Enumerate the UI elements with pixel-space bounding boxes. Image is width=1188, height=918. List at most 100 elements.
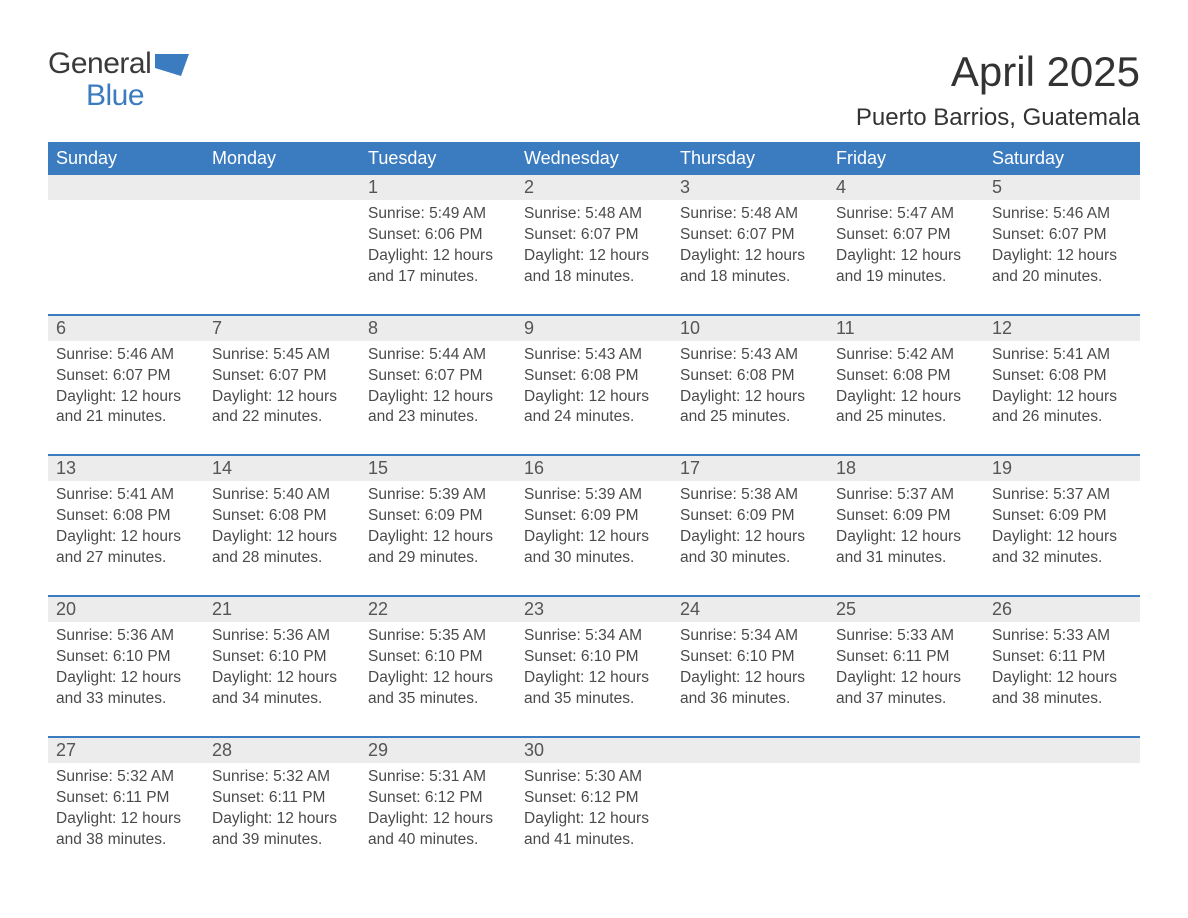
sunrise-line: Sunrise: 5:30 AM bbox=[524, 767, 664, 788]
sunset-line: Sunset: 6:08 PM bbox=[212, 506, 352, 527]
sunrise-line-label: Sunrise: bbox=[56, 486, 117, 503]
daylight-line-label: Daylight: bbox=[368, 528, 433, 545]
day-number-cell: 3 bbox=[672, 175, 828, 200]
sunset-line: Sunset: 6:10 PM bbox=[680, 647, 820, 668]
sunset-line-label: Sunset: bbox=[680, 367, 737, 384]
sunset-line-label: Sunset: bbox=[56, 789, 113, 806]
sunrise-line-label: Sunrise: bbox=[836, 346, 897, 363]
sunset-line-value: 6:08 PM bbox=[737, 367, 795, 384]
day-number-cell: 2 bbox=[516, 175, 672, 200]
daylight-line: Daylight: 12 hours and 35 minutes. bbox=[368, 668, 508, 710]
sunset-line-value: 6:07 PM bbox=[737, 226, 795, 243]
daylight-line-label: Daylight: bbox=[524, 528, 589, 545]
sunrise-line-value: 5:41 AM bbox=[1053, 346, 1110, 363]
sunset-line-label: Sunset: bbox=[524, 648, 581, 665]
sunrise-line: Sunrise: 5:35 AM bbox=[368, 626, 508, 647]
day-number-cell: 26 bbox=[984, 597, 1140, 622]
daylight-line-label: Daylight: bbox=[836, 528, 901, 545]
daylight-line: Daylight: 12 hours and 20 minutes. bbox=[992, 246, 1132, 288]
daylight-line: Daylight: 12 hours and 32 minutes. bbox=[992, 527, 1132, 569]
page-header: General Blue April 2025 Puerto Barrios, … bbox=[48, 48, 1140, 132]
weekday-header: Thursday bbox=[672, 142, 828, 175]
weekday-header: Saturday bbox=[984, 142, 1140, 175]
day-number-cell bbox=[828, 738, 984, 763]
sunrise-line: Sunrise: 5:39 AM bbox=[524, 485, 664, 506]
sunrise-line: Sunrise: 5:43 AM bbox=[524, 345, 664, 366]
day-number-cell: 23 bbox=[516, 597, 672, 622]
sunset-line: Sunset: 6:12 PM bbox=[524, 788, 664, 809]
daylight-line: Daylight: 12 hours and 28 minutes. bbox=[212, 527, 352, 569]
sunset-line-value: 6:07 PM bbox=[1049, 226, 1107, 243]
day-detail-cell: Sunrise: 5:30 AMSunset: 6:12 PMDaylight:… bbox=[516, 763, 672, 861]
sunrise-line-label: Sunrise: bbox=[836, 627, 897, 644]
weekday-header: Tuesday bbox=[360, 142, 516, 175]
sunrise-line-value: 5:46 AM bbox=[117, 346, 174, 363]
day-number-cell bbox=[984, 738, 1140, 763]
sunrise-line-label: Sunrise: bbox=[680, 486, 741, 503]
title-block: April 2025 Puerto Barrios, Guatemala bbox=[856, 48, 1140, 132]
sunset-line-label: Sunset: bbox=[992, 648, 1049, 665]
sunrise-line: Sunrise: 5:42 AM bbox=[836, 345, 976, 366]
sunset-line-value: 6:09 PM bbox=[737, 507, 795, 524]
sunrise-line-value: 5:48 AM bbox=[585, 205, 642, 222]
sunrise-line-label: Sunrise: bbox=[680, 627, 741, 644]
brand-flag-icon bbox=[155, 54, 189, 76]
sunrise-line-label: Sunrise: bbox=[212, 627, 273, 644]
sunset-line: Sunset: 6:08 PM bbox=[524, 366, 664, 387]
day-detail-cell: Sunrise: 5:40 AMSunset: 6:08 PMDaylight:… bbox=[204, 481, 360, 596]
sunrise-line: Sunrise: 5:33 AM bbox=[836, 626, 976, 647]
sunset-line: Sunset: 6:07 PM bbox=[524, 225, 664, 246]
daylight-line: Daylight: 12 hours and 25 minutes. bbox=[680, 387, 820, 429]
sunrise-line-value: 5:32 AM bbox=[273, 768, 330, 785]
day-detail-cell: Sunrise: 5:48 AMSunset: 6:07 PMDaylight:… bbox=[516, 200, 672, 315]
sunset-line-value: 6:10 PM bbox=[269, 648, 327, 665]
sunset-line-value: 6:10 PM bbox=[113, 648, 171, 665]
daylight-line: Daylight: 12 hours and 38 minutes. bbox=[56, 809, 196, 851]
sunset-line-label: Sunset: bbox=[992, 226, 1049, 243]
sunrise-line-value: 5:45 AM bbox=[273, 346, 330, 363]
day-detail-row: Sunrise: 5:32 AMSunset: 6:11 PMDaylight:… bbox=[48, 763, 1140, 861]
daylight-line-label: Daylight: bbox=[212, 810, 277, 827]
sunset-line-label: Sunset: bbox=[836, 367, 893, 384]
calendar-body: 12345Sunrise: 5:49 AMSunset: 6:06 PMDayl… bbox=[48, 175, 1140, 860]
brand-logo-text: General Blue bbox=[48, 48, 151, 111]
sunrise-line-value: 5:30 AM bbox=[585, 768, 642, 785]
daylight-line: Daylight: 12 hours and 39 minutes. bbox=[212, 809, 352, 851]
sunset-line: Sunset: 6:08 PM bbox=[56, 506, 196, 527]
sunrise-line-value: 5:38 AM bbox=[741, 486, 798, 503]
day-number-cell: 6 bbox=[48, 316, 204, 341]
sunrise-line-label: Sunrise: bbox=[836, 486, 897, 503]
daylight-line: Daylight: 12 hours and 23 minutes. bbox=[368, 387, 508, 429]
sunrise-line-value: 5:40 AM bbox=[273, 486, 330, 503]
sunrise-line-label: Sunrise: bbox=[992, 205, 1053, 222]
sunrise-line-label: Sunrise: bbox=[992, 627, 1053, 644]
day-detail-cell: Sunrise: 5:38 AMSunset: 6:09 PMDaylight:… bbox=[672, 481, 828, 596]
sunset-line-value: 6:07 PM bbox=[425, 367, 483, 384]
day-detail-cell bbox=[984, 763, 1140, 861]
sunset-line-value: 6:08 PM bbox=[113, 507, 171, 524]
sunset-line: Sunset: 6:09 PM bbox=[680, 506, 820, 527]
sunset-line-value: 6:12 PM bbox=[425, 789, 483, 806]
day-number-cell: 27 bbox=[48, 738, 204, 763]
day-detail-cell bbox=[828, 763, 984, 861]
daylight-line-label: Daylight: bbox=[212, 528, 277, 545]
sunset-line: Sunset: 6:08 PM bbox=[836, 366, 976, 387]
daylight-line-label: Daylight: bbox=[524, 247, 589, 264]
sunrise-line-value: 5:35 AM bbox=[429, 627, 486, 644]
sunrise-line-value: 5:37 AM bbox=[897, 486, 954, 503]
sunset-line-label: Sunset: bbox=[212, 789, 269, 806]
daylight-line: Daylight: 12 hours and 24 minutes. bbox=[524, 387, 664, 429]
daylight-line-label: Daylight: bbox=[992, 528, 1057, 545]
weekday-header: Friday bbox=[828, 142, 984, 175]
sunset-line-label: Sunset: bbox=[368, 226, 425, 243]
sunrise-line-label: Sunrise: bbox=[212, 346, 273, 363]
day-number-cell: 21 bbox=[204, 597, 360, 622]
sunset-line: Sunset: 6:08 PM bbox=[680, 366, 820, 387]
day-number-cell: 24 bbox=[672, 597, 828, 622]
daylight-line: Daylight: 12 hours and 36 minutes. bbox=[680, 668, 820, 710]
day-detail-cell: Sunrise: 5:41 AMSunset: 6:08 PMDaylight:… bbox=[48, 481, 204, 596]
sunrise-line: Sunrise: 5:33 AM bbox=[992, 626, 1132, 647]
day-detail-cell: Sunrise: 5:43 AMSunset: 6:08 PMDaylight:… bbox=[672, 341, 828, 456]
day-detail-cell: Sunrise: 5:48 AMSunset: 6:07 PMDaylight:… bbox=[672, 200, 828, 315]
sunrise-line-label: Sunrise: bbox=[836, 205, 897, 222]
